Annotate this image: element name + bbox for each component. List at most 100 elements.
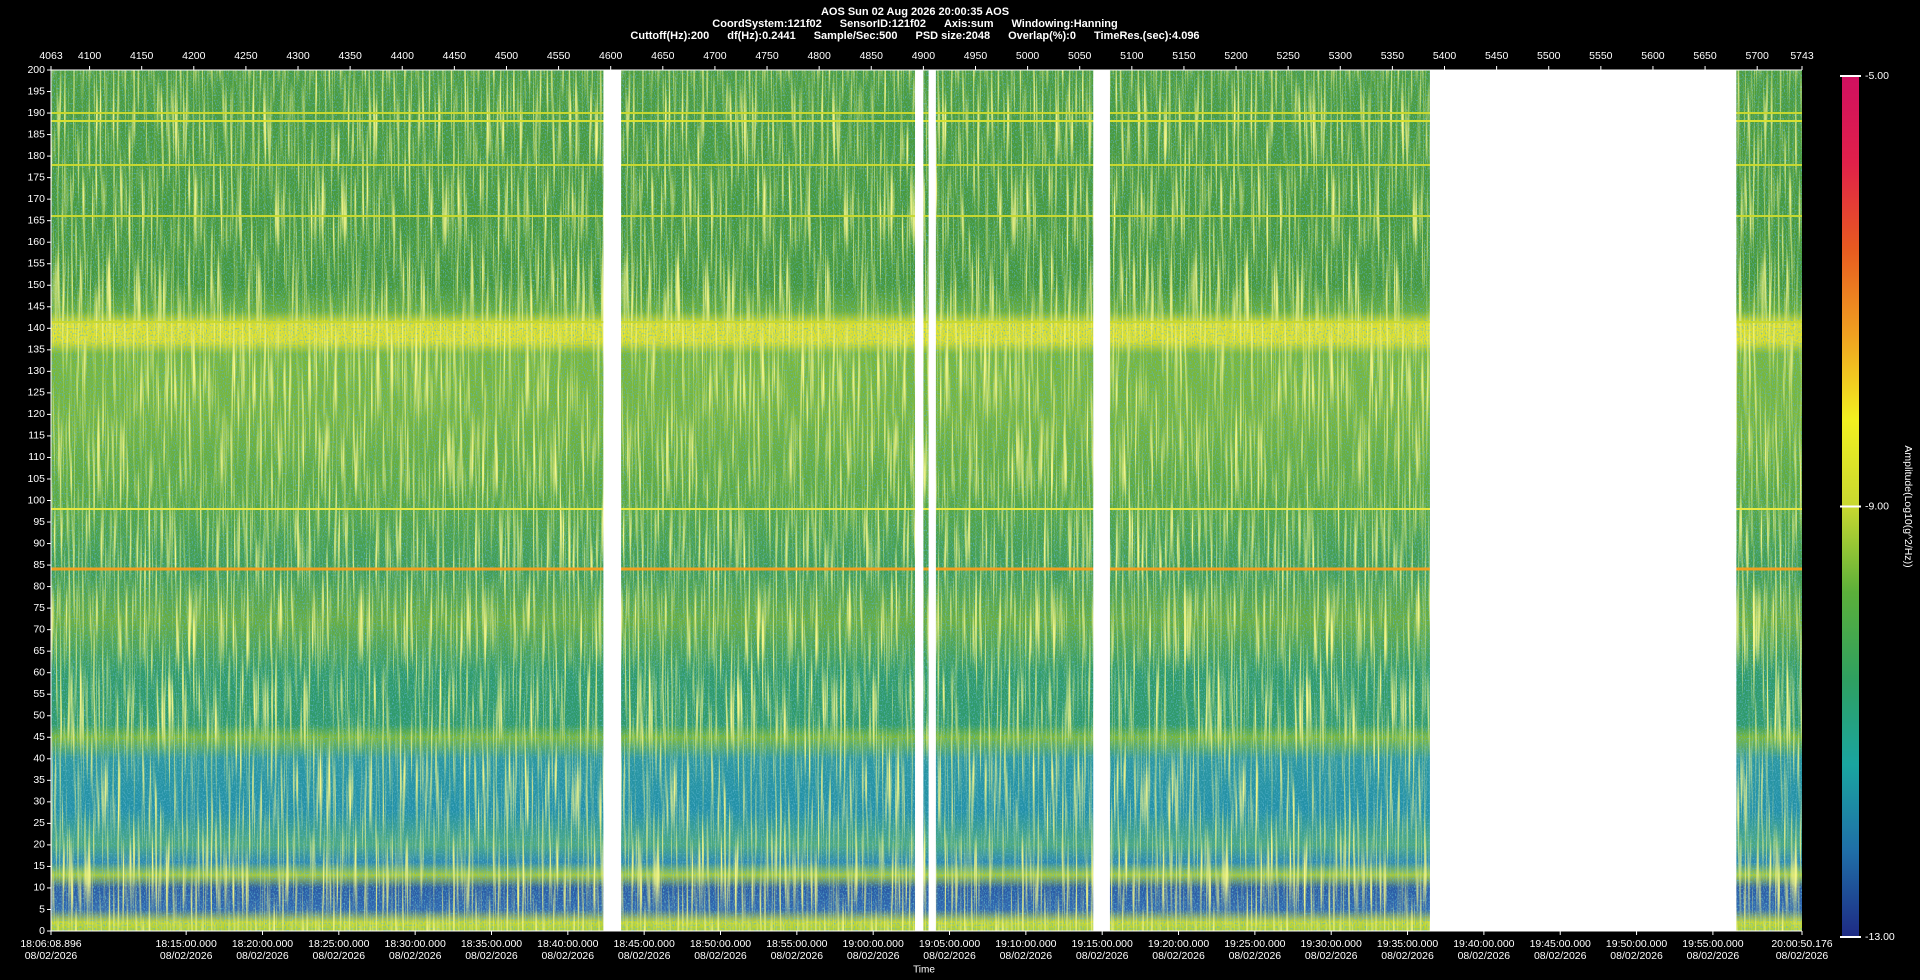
y-tick-label: 85 [33, 559, 45, 571]
y-tick-label: 120 [27, 408, 45, 420]
y-tick-label: 165 [27, 214, 45, 226]
x-tick-label: 4250 [234, 50, 258, 62]
x2-tick-label: 18:50:00.000 [690, 938, 751, 950]
y-tick-label: 150 [27, 279, 45, 291]
y-tick-label: 190 [27, 107, 45, 119]
x-tick-label: 4600 [599, 50, 623, 62]
x2-tick-date: 08/02/2026 [236, 950, 289, 962]
x-tick-label: 5550 [1589, 50, 1613, 62]
colorbar-tick-label: -13.00 [1865, 931, 1895, 943]
x2-tick-date: 08/02/2026 [1458, 950, 1511, 962]
x-tick-label: 4300 [286, 50, 310, 62]
x-tick-label: 4063 [39, 50, 63, 62]
header-title-row: AOS Sun 02 Aug 2026 20:00:35 AOS [0, 6, 1830, 18]
y-tick-label: 115 [28, 430, 45, 442]
header-title: AOS Sun 02 Aug 2026 20:00:35 AOS [820, 6, 1010, 18]
x-tick-label: 5350 [1381, 50, 1405, 62]
header-item: df(Hz):0.2441 [727, 30, 796, 42]
x2-tick-date: 08/02/2026 [465, 950, 518, 962]
x2-tick-label: 19:15:00.000 [1072, 938, 1133, 950]
x2-tick-label: 19:35:00.000 [1377, 938, 1438, 950]
y-tick-label: 35 [33, 774, 45, 786]
x-tick-label: 4150 [130, 50, 154, 62]
y-tick-label: 200 [27, 64, 45, 76]
header-item: Overlap(%):0 [1008, 30, 1076, 42]
y-tick-label: 130 [27, 365, 45, 377]
header-item: Windowing:Hanning [1011, 18, 1118, 30]
x-tick-label: 5400 [1433, 50, 1457, 62]
x-tick-label: 5250 [1276, 50, 1300, 62]
x2-tick-label: 19:20:00.000 [1148, 938, 1209, 950]
y-tick-label: 175 [27, 171, 45, 183]
x-tick-label: 4650 [651, 50, 675, 62]
header-item: Axis:sum [943, 18, 994, 30]
y-tick-label: 5 [39, 903, 45, 915]
x2-tick-label: 18:30:00.000 [385, 938, 446, 950]
y-tick-label: 170 [27, 193, 45, 205]
y-tick-label: 45 [33, 731, 45, 743]
x2-tick-date: 08/02/2026 [25, 950, 78, 962]
x2-tick-date: 08/02/2026 [771, 950, 824, 962]
y-tick-label: 40 [33, 753, 45, 765]
x-tick-label: 5700 [1746, 50, 1770, 62]
x2-tick-date: 08/02/2026 [542, 950, 595, 962]
x-tick-label: 4900 [912, 50, 936, 62]
x2-tick-date: 08/02/2026 [389, 950, 442, 962]
x2-tick-date: 08/02/2026 [1381, 950, 1434, 962]
x2-tick-date: 08/02/2026 [847, 950, 900, 962]
x2-tick-label: 18:06:08.896 [20, 938, 81, 950]
x2-tick-date: 08/02/2026 [1152, 950, 1205, 962]
y-tick-label: 160 [27, 236, 45, 248]
x2-tick-label: 19:45:00.000 [1530, 938, 1591, 950]
header-item: Cuttoff(Hz):200 [630, 30, 710, 42]
x2-tick-label: 18:40:00.000 [537, 938, 598, 950]
data-gap [603, 70, 622, 931]
x2-tick-label: 19:05:00.000 [919, 938, 980, 950]
data-gap [1429, 70, 1737, 931]
x2-tick-label: 19:10:00.000 [995, 938, 1056, 950]
x2-tick-label: 19:50:00.000 [1606, 938, 1667, 950]
y-tick-label: 180 [27, 150, 45, 162]
data-gap [915, 70, 924, 931]
y-tick-label: 75 [33, 602, 45, 614]
y-tick-label: 155 [27, 258, 45, 270]
y-tick-label: 65 [33, 645, 45, 657]
y-tick-label: 25 [33, 817, 45, 829]
y-tick-label: 20 [33, 839, 45, 851]
header-item: CoordSystem:121f02 [712, 18, 822, 30]
x-tick-label: 5743 [1790, 50, 1814, 62]
y-tick-label: 110 [28, 451, 45, 463]
y-tick-label: 90 [33, 537, 45, 549]
y-tick-label: 10 [33, 882, 45, 894]
x-tick-label: 4850 [860, 50, 884, 62]
y-tick-label: 95 [33, 516, 45, 528]
x2-tick-label: 19:55:00.000 [1682, 938, 1743, 950]
x-tick-label: 4500 [495, 50, 519, 62]
colorbar-tick-label: -9.00 [1865, 500, 1889, 512]
x-tick-label: 4200 [182, 50, 206, 62]
x2-tick-date: 08/02/2026 [618, 950, 671, 962]
x-tick-label: 4750 [755, 50, 779, 62]
x2-tick-date: 08/02/2026 [1229, 950, 1282, 962]
y-tick-label: 140 [27, 322, 45, 334]
x-tick-label: 5300 [1329, 50, 1353, 62]
x-tick-label: 5450 [1485, 50, 1509, 62]
header-item: PSD size:2048 [915, 30, 991, 42]
x-tick-label: 4700 [703, 50, 727, 62]
data-gap [928, 70, 936, 931]
x2-tick-date: 08/02/2026 [1610, 950, 1663, 962]
x2-tick-label: 18:35:00.000 [461, 938, 522, 950]
x-tick-label: 5150 [1172, 50, 1196, 62]
header-row: CoordSystem:121f02 SensorID:121f02 Axis:su… [0, 18, 1830, 30]
x-tick-label: 5100 [1120, 50, 1144, 62]
x2-tick-label: 19:30:00.000 [1301, 938, 1362, 950]
x2-tick-date: 08/02/2026 [160, 950, 213, 962]
y-tick-label: 105 [27, 473, 45, 485]
y-tick-label: 30 [33, 796, 45, 808]
y-tick-label: 70 [33, 623, 45, 635]
x2-tick-date: 08/02/2026 [1305, 950, 1358, 962]
x2-tick-date: 08/02/2026 [923, 950, 976, 962]
spectrogram [51, 70, 1802, 931]
